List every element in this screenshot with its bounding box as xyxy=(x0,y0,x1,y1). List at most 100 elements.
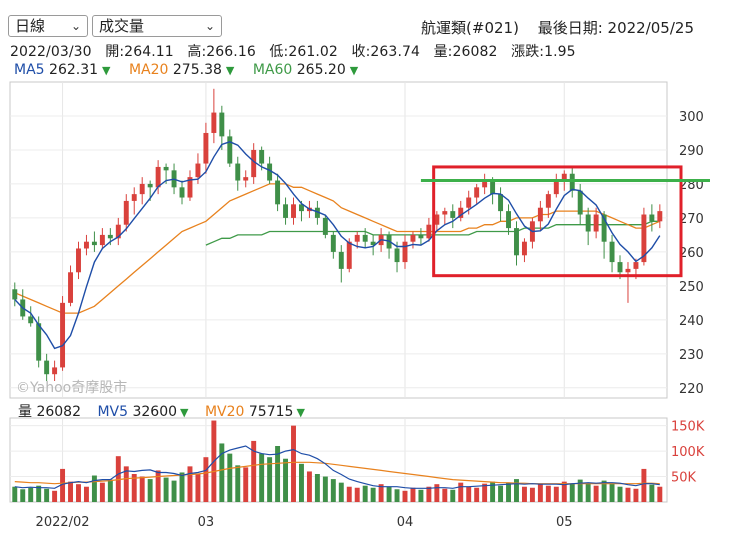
volume-bar xyxy=(147,479,153,502)
candle-body xyxy=(402,241,408,263)
ohlc-close: 收:263.74 xyxy=(351,44,421,60)
triangle-down-icon: ▼ xyxy=(225,64,235,77)
volume-bar xyxy=(370,487,376,502)
candle-body xyxy=(155,166,161,188)
volume-bar xyxy=(219,443,225,502)
vol-label: 量 xyxy=(18,404,32,420)
x-tick-label: 05 xyxy=(556,515,573,530)
volume-bar xyxy=(649,484,655,502)
candle-body xyxy=(466,197,472,208)
volume-bar xyxy=(362,485,368,502)
candle-body xyxy=(434,214,440,225)
volume-bar xyxy=(195,474,201,502)
ma20-label: MA20 xyxy=(128,62,169,78)
ma60-value: 265.20 xyxy=(296,62,346,78)
candle-body xyxy=(545,194,551,208)
volume-bar xyxy=(60,468,66,502)
candle-body xyxy=(585,214,591,232)
price-tick-label: 270 xyxy=(679,212,704,227)
mv20-legend[interactable]: MV20 75715 ▼ xyxy=(205,404,305,420)
indicator-select[interactable]: 成交量 ⌄ xyxy=(92,15,222,37)
ma5-label: MA5 xyxy=(14,62,45,78)
volume-bar xyxy=(482,483,488,502)
mv5-legend[interactable]: MV5 32600 ▼ xyxy=(97,404,188,420)
volume-legend: 量 26082 MV5 32600 ▼ MV20 75715 ▼ xyxy=(18,401,317,421)
ma60-legend[interactable]: MA60 265.20 ▼ xyxy=(253,62,358,78)
volume-tick-label: 50K xyxy=(671,471,697,486)
candle-body xyxy=(60,302,66,368)
volume-bar xyxy=(529,487,535,502)
candle-body xyxy=(107,234,113,239)
candle-body xyxy=(514,228,519,256)
volume-bar xyxy=(609,483,615,502)
candle-body xyxy=(370,241,376,246)
volume-bar xyxy=(322,476,328,502)
mv20-value: 75715 xyxy=(248,404,294,420)
ohlc-high: 高:266.16 xyxy=(187,44,256,60)
x-tick-label: 04 xyxy=(397,515,414,530)
ma20-legend[interactable]: MA20 275.38 ▼ xyxy=(129,62,234,78)
ma5-line xyxy=(14,141,661,350)
candle-body xyxy=(195,163,201,178)
volume-bar xyxy=(338,482,344,502)
candle-body xyxy=(442,211,448,215)
candle-body xyxy=(490,180,496,195)
candle-body xyxy=(314,207,320,218)
volume-bar xyxy=(418,489,424,502)
volume-bar xyxy=(514,479,519,502)
volume-bar xyxy=(235,465,241,502)
volume-bar xyxy=(12,486,18,502)
volume-bar xyxy=(76,484,81,502)
candle-body xyxy=(52,367,58,375)
candle-body xyxy=(44,360,50,375)
volume-bar xyxy=(506,482,511,502)
candle-body xyxy=(131,194,137,201)
price-tick-label: 250 xyxy=(679,280,704,295)
candle-body xyxy=(267,163,273,181)
ma20-line xyxy=(14,183,661,314)
triangle-down-icon: ▼ xyxy=(296,406,305,419)
volume-bar xyxy=(569,483,575,502)
candle-body xyxy=(553,180,559,195)
candle-body xyxy=(426,224,432,239)
ohlc-bar: 2022/03/30 開:264.11 高:266.16 低:261.02 收:… xyxy=(10,41,585,61)
ma5-legend[interactable]: MA5 262.31 ▼ xyxy=(14,62,111,78)
volume-tick-label: 150K xyxy=(671,420,705,435)
volume-bar xyxy=(251,440,257,502)
volume-panel-frame xyxy=(9,417,668,503)
volume-bar xyxy=(426,486,432,502)
volume-bar xyxy=(434,484,440,502)
candle-body xyxy=(299,204,304,212)
ma20-value: 275.38 xyxy=(172,62,222,78)
volume-bar xyxy=(537,484,543,502)
volume-bar xyxy=(577,479,583,502)
volume-bar xyxy=(283,458,289,502)
volume-bar xyxy=(28,487,34,502)
candle-body xyxy=(633,262,639,269)
candle-body xyxy=(338,251,344,269)
candle-body xyxy=(163,166,169,171)
volume-bar xyxy=(625,487,631,502)
volume-bar xyxy=(99,482,105,502)
candle-body xyxy=(474,187,480,198)
volume-bar xyxy=(306,471,312,502)
candle-body xyxy=(482,180,488,188)
candle-body xyxy=(450,211,456,218)
volume-bar xyxy=(123,466,129,502)
candle-body xyxy=(275,180,281,205)
ma5-value: 262.31 xyxy=(49,62,99,78)
candle-body xyxy=(561,173,567,181)
ohlc-low: 低:261.02 xyxy=(269,44,338,60)
candle-body xyxy=(625,268,631,273)
price-tick-label: 300 xyxy=(679,110,704,125)
period-select[interactable]: 日線 ⌄ xyxy=(8,15,88,37)
ma60-label: MA60 xyxy=(252,62,293,78)
candle-body xyxy=(537,207,543,222)
candle-body xyxy=(115,224,121,239)
stock-name: 航運類(#021) xyxy=(421,19,519,37)
volume-bar xyxy=(410,487,416,502)
volume-bar xyxy=(561,481,567,502)
vol-legend[interactable]: 量 26082 xyxy=(18,404,81,420)
volume-bar xyxy=(163,477,169,502)
